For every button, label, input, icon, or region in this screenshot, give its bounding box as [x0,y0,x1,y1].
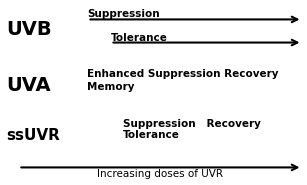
Text: Suppression   Recovery: Suppression Recovery [123,119,261,129]
Text: UVB: UVB [6,20,52,39]
Text: Increasing doses of UVR: Increasing doses of UVR [97,169,223,179]
Text: Enhanced Suppression Recovery
Memory: Enhanced Suppression Recovery Memory [87,69,279,92]
Text: Suppression: Suppression [87,9,160,19]
Text: UVA: UVA [6,76,51,95]
Text: Tolerance: Tolerance [123,130,180,140]
Text: Tolerance: Tolerance [111,33,167,43]
Text: ssUVR: ssUVR [6,127,60,143]
